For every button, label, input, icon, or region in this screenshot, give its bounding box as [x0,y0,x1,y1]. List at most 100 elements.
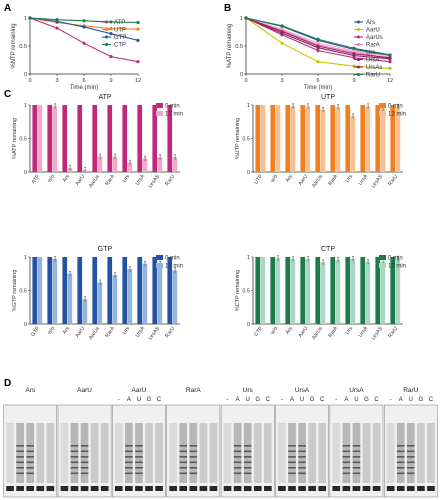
gel-title: AarU [132,387,147,394]
bar [270,257,276,324]
gel-ladder-band [26,461,35,464]
gel-smear [427,423,435,483]
x-tick-label: RarU [387,326,399,340]
gel-ladder-band [243,467,252,469]
gel-band [233,486,242,491]
bar [157,263,163,324]
gel-ladder-band [70,450,79,453]
gel-ladder-band [135,456,143,458]
y-tick-label: 1 [247,103,250,109]
bar [97,156,103,172]
bar [92,105,98,172]
bar [152,105,158,172]
gel-ladder-band [352,445,361,447]
panel-letter-c: C [4,89,11,100]
gel-ladder-band [406,472,415,475]
gel-band [179,486,188,491]
x-tick-label: UrsAS [148,173,162,189]
gel-band [135,486,143,491]
gel-smear [6,423,14,483]
bar [152,257,158,324]
gel-ladder-band [406,450,415,453]
legend-label: Ars [366,20,375,26]
bar [290,259,296,324]
x-tick-label: w/o [47,326,57,336]
gel-band [253,486,262,491]
bar [345,105,351,172]
gel-band [114,486,123,491]
gel-smear [169,423,177,483]
gel-smear [26,423,35,483]
gel-band [16,486,24,491]
data-point [136,27,140,31]
bar [270,105,276,172]
gel-ladder-band [406,467,415,469]
gel-band [155,486,163,491]
gel-title: Urs [243,387,254,394]
gel-ladder-band [288,467,296,469]
gel-ladder-band [298,472,306,475]
gel-lane-label: A [399,397,403,403]
gel-ladder-band [342,445,351,447]
gel-ladder-band [288,456,296,458]
gel-ladder-band [189,461,198,464]
gel-smear [243,423,252,483]
bar [37,105,43,172]
gel-band [199,486,208,491]
y-tick-label: 1 [24,103,27,109]
gel-band [243,486,252,491]
gel-band [352,486,361,491]
gel-band [6,486,14,491]
gel-ladder-band [70,461,79,464]
x-tick-label: GTP [30,325,41,338]
data-point [82,41,86,45]
gel-ladder-band [406,456,415,458]
data-point [280,41,284,45]
data-point [316,60,320,64]
data-point [55,26,59,30]
gel-ladder-band [352,461,361,464]
gel-lane-label: A [236,397,240,403]
gel-band [125,486,133,491]
x-tick-label: AarUs [311,173,324,189]
chart-title: CTP [321,246,335,253]
data-point [388,66,392,70]
bar [255,105,261,172]
bar [157,157,163,172]
gel-ladder-band [342,456,351,458]
gel-ladder-band [342,450,351,453]
gel-ladder-band [243,456,252,458]
gel-band [362,486,371,491]
x-tick-label: AarUs [311,325,324,341]
gel-ladder-band [189,450,198,453]
bar [365,106,371,172]
gel-ladder-band [179,445,188,447]
x-tick-label: RarA [327,325,339,339]
x-tick-label: UrsA [135,325,147,338]
bar [380,261,386,324]
x-tick-label: w/o [270,326,280,336]
gel-smear [278,423,286,483]
gel-smear [223,423,232,483]
gel-smear [100,423,109,483]
data-point [82,25,86,29]
bar [330,257,336,324]
gel-smear [386,423,395,483]
gel-ladder-band [396,456,405,458]
gel-lane-label: C [374,397,379,403]
gel-ladder-band [189,445,198,447]
gel-lane-label: A [127,397,131,403]
gel-lane-label: G [364,397,369,403]
legend-marker [357,58,360,61]
data-point [55,18,59,22]
legend-label: RarA [366,43,380,49]
x-tick-label: 12 [387,78,393,84]
gel-title: RarU [403,387,418,394]
gel-ladder-band [80,450,89,453]
x-tick-label: Ars [62,173,72,183]
gel-ladder-band [352,456,361,458]
bar [62,105,68,172]
gel-band [100,486,109,491]
gel-band [332,486,341,491]
gel-ladder-band [135,445,143,447]
